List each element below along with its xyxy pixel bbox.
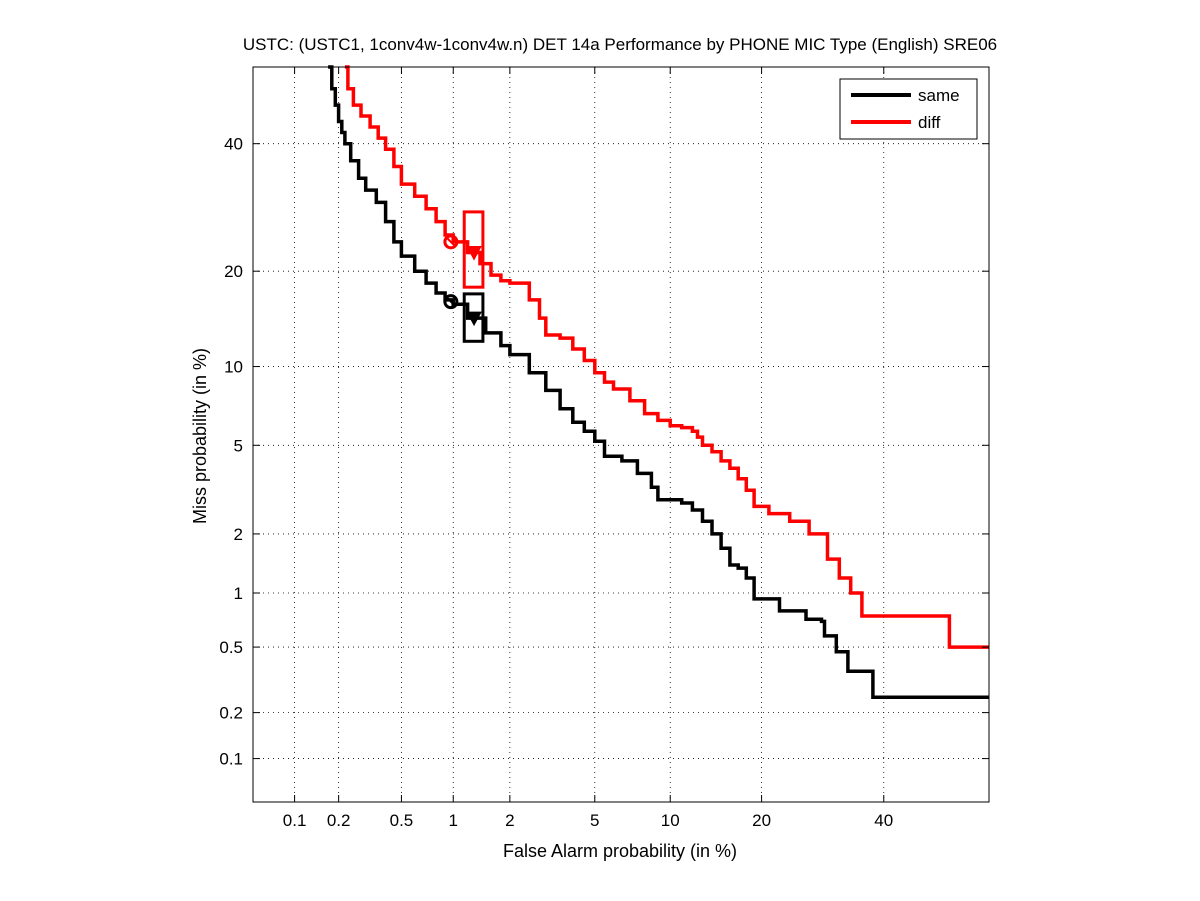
x-axis-label: False Alarm probability (in %)	[503, 841, 737, 861]
y-tick-label: 2	[234, 525, 243, 544]
y-tick-label: 0.5	[219, 638, 243, 657]
x-tick-label: 5	[590, 811, 599, 830]
actual-dcf-marker-same	[466, 311, 482, 327]
y-tick-label: 20	[224, 262, 243, 281]
marker-layer	[443, 210, 485, 343]
min-dcf-marker-cross-diff	[446, 237, 456, 247]
plot-area: 0.1 0.2 0.5 1 2 5 10 20 40 0.1 0.2 0.5 1 2 5 10 20 40	[219, 65, 990, 830]
x-tick-label: 2	[505, 811, 514, 830]
series-line-same	[328, 65, 989, 699]
legend-label-same: same	[918, 86, 960, 105]
x-tick-label: 1	[449, 811, 458, 830]
x-tick-label: 0.1	[283, 811, 307, 830]
x-tick-label: 0.2	[327, 811, 351, 830]
y-axis-label: Miss probability (in %)	[190, 348, 210, 524]
x-axis-ticks: 0.1 0.2 0.5 1 2 5 10 20 40	[283, 67, 893, 830]
x-tick-label: 20	[752, 811, 771, 830]
y-tick-label: 5	[234, 436, 243, 455]
series-layer	[328, 65, 989, 699]
legend-box	[839, 78, 978, 140]
min-dcf-marker-same	[443, 294, 459, 310]
y-tick-label: 40	[224, 135, 243, 154]
confidence-box-diff	[462, 210, 485, 289]
confidence-box-same	[462, 292, 485, 343]
x-tick-label: 0.5	[390, 811, 414, 830]
y-axis-ticks: 0.1 0.2 0.5 1 2 5 10 20 40	[219, 135, 989, 769]
y-tick-label: 1	[234, 584, 243, 603]
plot-frame	[252, 66, 990, 803]
min-dcf-marker-diff	[443, 234, 459, 250]
min-dcf-marker-cross-same	[446, 296, 456, 307]
chart-title: USTC: (USTC1, 1conv4w-1conv4w.n) DET 14a…	[243, 35, 997, 54]
x-tick-label: 40	[874, 811, 893, 830]
y-tick-label: 0.2	[219, 704, 243, 723]
actual-dcf-marker-diff	[466, 246, 482, 261]
x-tick-label: 10	[661, 811, 680, 830]
y-tick-label: 10	[224, 358, 243, 377]
series-line-diff	[344, 65, 989, 649]
y-tick-label: 0.1	[219, 750, 243, 769]
legend-label-diff: diff	[918, 113, 941, 132]
legend: same diff	[839, 78, 978, 140]
